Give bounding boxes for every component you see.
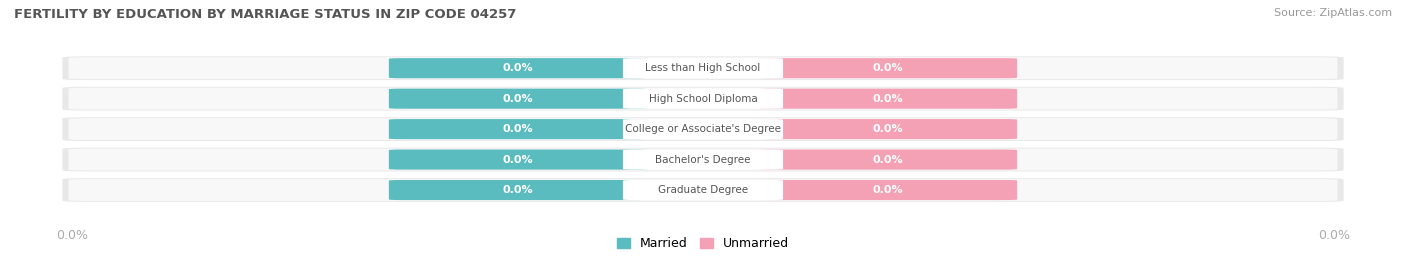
FancyBboxPatch shape <box>62 56 1344 80</box>
FancyBboxPatch shape <box>389 58 648 78</box>
FancyBboxPatch shape <box>389 150 648 170</box>
Text: 0.0%: 0.0% <box>873 63 903 73</box>
FancyBboxPatch shape <box>389 89 648 109</box>
Text: 0.0%: 0.0% <box>503 155 533 165</box>
Text: 0.0%: 0.0% <box>873 124 903 134</box>
FancyBboxPatch shape <box>62 117 1344 141</box>
Text: Graduate Degree: Graduate Degree <box>658 185 748 195</box>
Text: 0.0%: 0.0% <box>873 185 903 195</box>
Legend: Married, Unmarried: Married, Unmarried <box>612 232 794 255</box>
FancyBboxPatch shape <box>69 88 1337 110</box>
Text: 0.0%: 0.0% <box>1317 229 1350 242</box>
Text: High School Diploma: High School Diploma <box>648 94 758 104</box>
Text: 0.0%: 0.0% <box>503 185 533 195</box>
FancyBboxPatch shape <box>623 119 783 139</box>
Text: Source: ZipAtlas.com: Source: ZipAtlas.com <box>1274 8 1392 18</box>
FancyBboxPatch shape <box>623 180 783 200</box>
FancyBboxPatch shape <box>758 180 1017 200</box>
FancyBboxPatch shape <box>389 119 648 139</box>
FancyBboxPatch shape <box>389 180 648 200</box>
FancyBboxPatch shape <box>62 178 1344 202</box>
Text: Less than High School: Less than High School <box>645 63 761 73</box>
Text: 0.0%: 0.0% <box>503 124 533 134</box>
FancyBboxPatch shape <box>623 150 783 170</box>
FancyBboxPatch shape <box>758 58 1017 78</box>
FancyBboxPatch shape <box>758 89 1017 109</box>
FancyBboxPatch shape <box>62 87 1344 111</box>
FancyBboxPatch shape <box>623 89 783 109</box>
FancyBboxPatch shape <box>758 119 1017 139</box>
FancyBboxPatch shape <box>623 58 783 78</box>
Text: FERTILITY BY EDUCATION BY MARRIAGE STATUS IN ZIP CODE 04257: FERTILITY BY EDUCATION BY MARRIAGE STATU… <box>14 8 516 21</box>
Text: College or Associate's Degree: College or Associate's Degree <box>626 124 780 134</box>
FancyBboxPatch shape <box>758 150 1017 170</box>
Text: 0.0%: 0.0% <box>873 94 903 104</box>
Text: 0.0%: 0.0% <box>56 229 89 242</box>
FancyBboxPatch shape <box>69 57 1337 79</box>
FancyBboxPatch shape <box>69 148 1337 171</box>
FancyBboxPatch shape <box>62 148 1344 171</box>
Text: 0.0%: 0.0% <box>503 63 533 73</box>
Text: 0.0%: 0.0% <box>873 155 903 165</box>
FancyBboxPatch shape <box>69 179 1337 201</box>
Text: Bachelor's Degree: Bachelor's Degree <box>655 155 751 165</box>
Text: 0.0%: 0.0% <box>503 94 533 104</box>
FancyBboxPatch shape <box>69 118 1337 140</box>
